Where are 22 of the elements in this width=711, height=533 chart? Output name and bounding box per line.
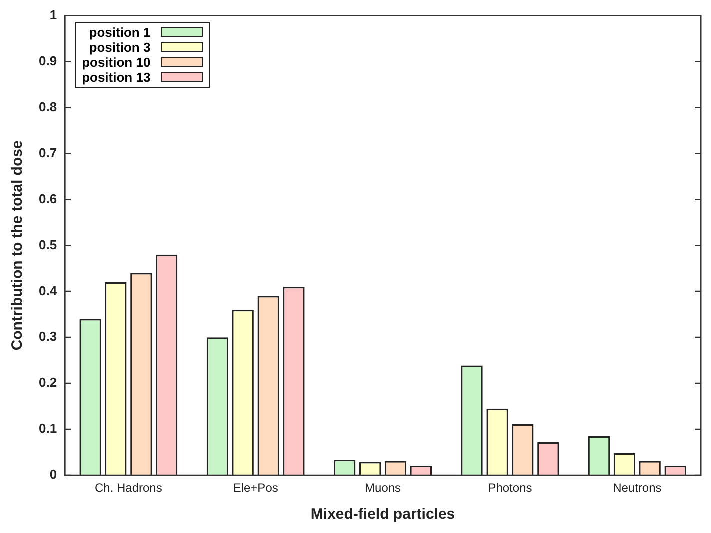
y-tick-label: 0 [50, 467, 58, 482]
y-tick-label: 0.7 [38, 145, 58, 160]
y-tick-label: 0.4 [38, 283, 58, 298]
y-tick-label: 0.1 [38, 421, 58, 436]
x-tick-label: Muons [365, 481, 402, 496]
legend-label: position 1 [89, 24, 151, 40]
y-tick-label: 0.9 [38, 53, 58, 68]
x-tick-label: Neutrons [613, 481, 662, 496]
y-tick-label: 1 [50, 7, 58, 22]
legend-label: position 10 [82, 54, 151, 70]
x-tick-label: Photons [488, 481, 532, 496]
legend-label: position 13 [82, 70, 151, 85]
y-tick-label: 0.6 [38, 191, 58, 206]
x-axis-title: Mixed-field particles [310, 506, 456, 524]
y-tick-label: 0.3 [38, 329, 58, 344]
x-tick-label: Ele+Pos [233, 481, 278, 496]
y-tick-label: 0.8 [38, 99, 58, 114]
y-axis-title: Contribution to the total dose [9, 140, 26, 351]
y-tick-label: 0.2 [38, 375, 58, 390]
y-tick-label: 0.5 [38, 237, 58, 252]
x-tick-label: Ch. Hadrons [94, 481, 162, 496]
legend-label: position 3 [89, 40, 151, 55]
